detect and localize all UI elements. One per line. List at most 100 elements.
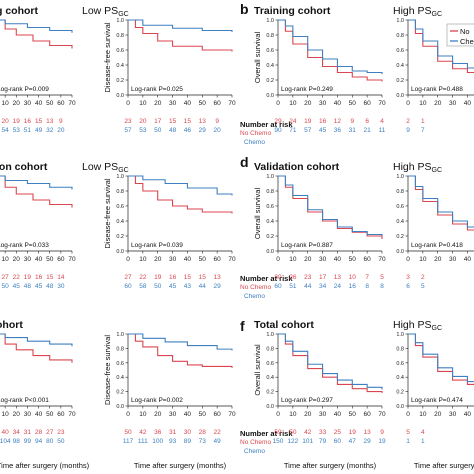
b-dfs-title: High PSGC	[393, 5, 442, 18]
a-os-xtick-label: 60	[57, 100, 65, 107]
f-os-risk-chemo: 122	[287, 438, 298, 445]
d-os-risk-no-chemo: 7	[365, 274, 369, 281]
b-os-xtick-label: 0	[276, 100, 280, 107]
c-dfs-risk-chemo: 43	[184, 283, 192, 290]
d-os-risk-no-chemo: 26	[289, 274, 297, 281]
a-os-risk-no-chemo: 13	[46, 118, 54, 125]
b-os-ytick-label: 0.4	[266, 63, 274, 69]
b-dfs-risk-chemo: 7	[421, 127, 425, 134]
f-os-risk-no-chemo: 13	[364, 429, 372, 436]
c-os-risk-no-chemo: 16	[35, 274, 43, 281]
e-dfs-curve-no-chemo	[128, 333, 233, 368]
e-os-risk-no-chemo: 40	[2, 429, 10, 436]
f-dfs-ytick-label: 0.6	[396, 361, 404, 367]
f-os-pvalue: Log-rank P=0.297	[281, 397, 333, 404]
a-os-xtick-label: 20	[13, 100, 21, 107]
e-os-pvalue: Log-rank P<0.001	[0, 397, 49, 404]
d-os-risk-no-chemo: 10	[349, 274, 357, 281]
b-dfs-xtick-label: 0	[406, 100, 410, 107]
d-dfs-xtick-label: 30	[449, 256, 457, 263]
c-dfs-risk-no-chemo: 22	[139, 274, 147, 281]
a-os-risk-chemo: 54	[2, 127, 10, 134]
a-dfs-risk-no-chemo: 17	[154, 118, 162, 125]
c-dfs-xtick-label: 60	[214, 256, 222, 263]
c-os-risk-no-chemo: 27	[2, 274, 10, 281]
f-os-risk-chemo: 47	[349, 438, 357, 445]
f-dfs-xtick-label: 20	[434, 411, 442, 418]
risk-label-chemo-d: Chemo	[244, 293, 265, 300]
f-os-risk-no-chemo: 19	[349, 429, 357, 436]
a-os-curve-chemo	[0, 19, 73, 33]
f-os-xtick-label: 20	[304, 411, 312, 418]
d-os-risk-no-chemo: 13	[334, 274, 342, 281]
c-os-risk-chemo: 45	[13, 283, 21, 290]
c-dfs-risk-no-chemo: 16	[169, 274, 177, 281]
risk-label-no-b: No Chemo	[240, 130, 271, 137]
d-os-risk-chemo: 8	[365, 283, 369, 290]
d-os-xtick-label: 60	[364, 256, 372, 263]
e-dfs-risk-no-chemo: 30	[184, 429, 192, 436]
f-os-risk-no-chemo: 25	[334, 429, 342, 436]
a-os-xtick-label: 70	[68, 100, 76, 107]
a-dfs-ylabel: Disease-free survival	[103, 22, 112, 92]
e-os-risk-chemo: 94	[35, 438, 43, 445]
f-dfs-curve-chemo	[408, 333, 474, 383]
e-os-risk-no-chemo: 28	[35, 429, 43, 436]
b-os-ytick-label: 0.2	[266, 78, 274, 84]
risk-title-f: Number at risk	[240, 429, 293, 438]
c-os-pvalue: Log-rank P=0.033	[0, 242, 49, 249]
d-os-risk-chemo: 16	[349, 283, 357, 290]
risk-title-d: Number at risk	[240, 274, 293, 283]
b-dfs-ytick-label: 0.2	[396, 78, 404, 84]
e-os-xtick-label: 70	[68, 411, 76, 418]
a-dfs-risk-no-chemo: 13	[199, 118, 207, 125]
f-os-curve-chemo	[278, 333, 383, 390]
c-dfs-risk-chemo: 29	[214, 283, 222, 290]
f-os-xtick-label: 30	[319, 411, 327, 418]
e-dfs-xtick-label: 10	[139, 411, 147, 418]
d-os-ytick-label: 0.6	[266, 204, 274, 210]
risk-label-chemo-b: Chemo	[244, 139, 265, 146]
e-dfs-risk-no-chemo: 22	[214, 429, 222, 436]
a-dfs-risk-no-chemo: 15	[184, 118, 192, 125]
f-dfs-title: High PSGC	[393, 319, 442, 332]
b-os-risk-chemo: 57	[304, 127, 312, 134]
d-dfs-risk-no-chemo: 2	[421, 274, 425, 281]
c-os-risk-no-chemo: 19	[24, 274, 32, 281]
legend-label-chemo: Che	[460, 37, 474, 46]
c-dfs-ytick-label: 0.6	[116, 204, 124, 210]
e-dfs-ylabel: Disease-free survival	[103, 335, 112, 405]
e-dfs-risk-chemo: 73	[199, 438, 207, 445]
b-dfs-ytick-label: 0.4	[396, 63, 404, 69]
c-dfs-xtick-label: 50	[199, 256, 207, 263]
a-dfs-xtick-label: 60	[214, 100, 222, 107]
a-os-risk-chemo: 49	[35, 127, 43, 134]
e-os-curve-chemo	[0, 333, 73, 347]
panel-letter-d: d	[240, 154, 249, 170]
c-dfs-xtick-label: 0	[126, 256, 130, 263]
f-os-xtick-label: 10	[289, 411, 297, 418]
c-os-xtick-label: 40	[35, 256, 43, 263]
e-os-risk-no-chemo: 34	[13, 429, 21, 436]
d-os-xtick-label: 70	[378, 256, 386, 263]
d-dfs-curve-chemo	[408, 175, 474, 228]
b-os-ylabel: Overall survival	[253, 32, 262, 84]
e-dfs-xtick-label: 70	[228, 411, 236, 418]
a-dfs-risk-no-chemo: 20	[139, 118, 147, 125]
d-os-risk-chemo: 34	[319, 283, 327, 290]
b-dfs-xtick-label: 30	[449, 100, 457, 107]
d-os-xtick-label: 50	[349, 256, 357, 263]
c-os-xtick-label: 10	[2, 256, 10, 263]
f-dfs-xlabel: Time after surgery (months)	[414, 461, 474, 470]
c-os-risk-chemo: 30	[57, 283, 65, 290]
a-os-pvalue: Log-rank P=0.009	[0, 86, 49, 93]
a-dfs-pvalue: Log-rank P=0.025	[131, 86, 183, 93]
f-dfs-xtick-label: 30	[449, 411, 457, 418]
b-dfs-curve-chemo	[408, 19, 474, 69]
a-dfs-xtick-label: 40	[184, 100, 192, 107]
d-os-risk-no-chemo: 23	[304, 274, 312, 281]
c-dfs-ytick-label: 0.8	[116, 189, 124, 195]
e-os-risk-no-chemo: 27	[46, 429, 54, 436]
c-dfs-ytick-label: 0.0	[116, 249, 124, 255]
d-os-curve-chemo	[278, 175, 383, 236]
